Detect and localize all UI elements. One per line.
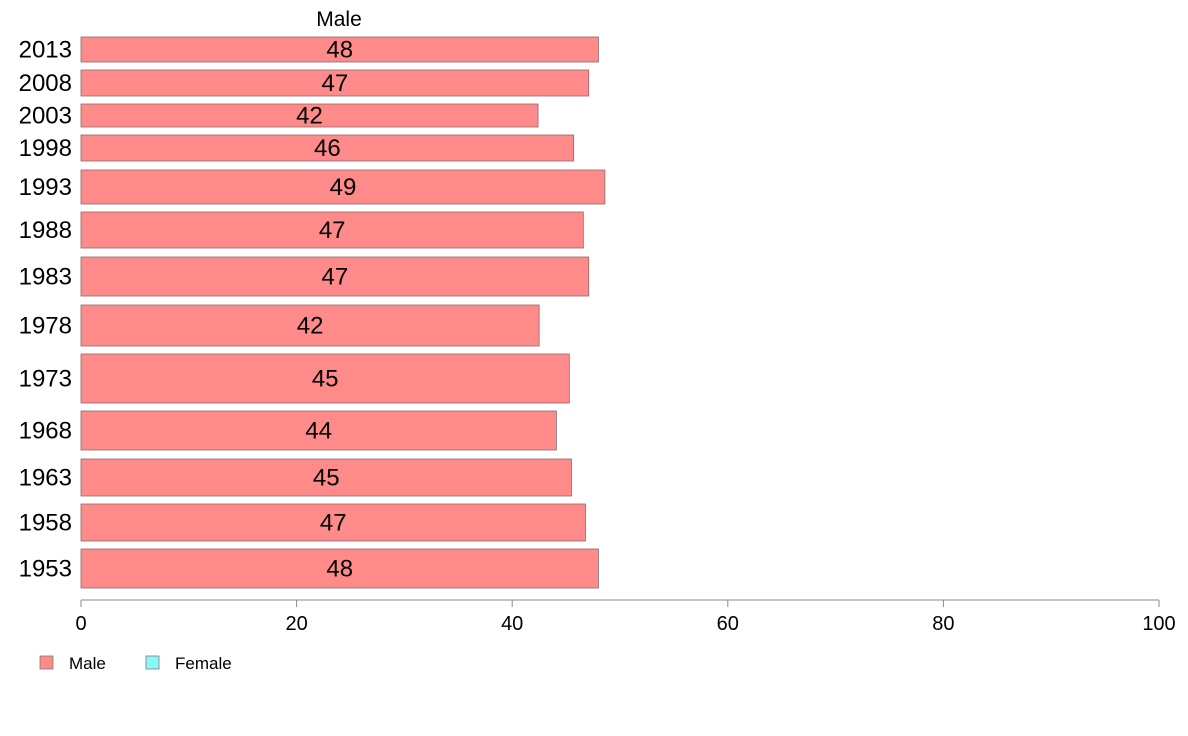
bar-1978 [80, 304, 540, 347]
x-tick-label-100: 100 [1142, 613, 1175, 635]
category-label-1968: 1968 [19, 418, 72, 445]
value-labels: 48 47 42 46 49 47 47 42 45 44 45 47 48 [296, 37, 356, 583]
series-title: Male [316, 8, 362, 31]
category-label-1993: 1993 [19, 174, 72, 201]
category-label-1958: 1958 [19, 510, 72, 537]
value-label-2013: 48 [326, 37, 353, 64]
category-label-1978: 1978 [19, 313, 72, 340]
category-label-2003: 2003 [19, 103, 72, 130]
category-label-1988: 1988 [19, 217, 72, 244]
category-label-1998: 1998 [19, 135, 72, 162]
bar-1958 [80, 503, 586, 542]
value-label-2008: 47 [322, 70, 349, 97]
legend-swatch-female [145, 655, 160, 670]
category-label-1963: 1963 [19, 465, 72, 492]
x-tick-label-80: 80 [932, 613, 954, 635]
bar-1988 [80, 211, 584, 249]
x-tick-label-20: 20 [285, 613, 307, 635]
value-label-1953: 48 [326, 556, 353, 583]
legend-label-female: Female [175, 654, 232, 673]
legend-label-male: Male [69, 654, 106, 673]
category-label-2008: 2008 [19, 70, 72, 97]
bars [80, 36, 606, 589]
bar-2013 [80, 36, 599, 63]
x-tick-label-40: 40 [501, 613, 523, 635]
value-label-1998: 46 [314, 135, 341, 162]
legend-swatch-male [39, 655, 54, 670]
x-axis: 0 20 40 60 80 100 [75, 599, 1176, 635]
value-label-1988: 47 [319, 217, 346, 244]
category-label-1953: 1953 [19, 556, 72, 583]
x-tick-label-0: 0 [75, 613, 86, 635]
category-labels: 2013 2008 2003 1998 1993 1988 1983 1978 1973 1968… [19, 37, 72, 583]
value-label-1963: 45 [313, 465, 340, 492]
bar-1983 [80, 256, 590, 297]
bar-1993 [80, 169, 606, 205]
category-label-2013: 2013 [19, 37, 72, 64]
bar-1973 [80, 353, 570, 404]
bar-1998 [80, 134, 575, 162]
bar-1968 [80, 410, 557, 451]
bar-2003 [80, 103, 539, 128]
x-tick-label-60: 60 [717, 613, 739, 635]
value-label-1973: 45 [312, 366, 339, 393]
value-label-1958: 47 [320, 510, 347, 537]
value-label-1968: 44 [305, 418, 332, 445]
category-label-1973: 1973 [19, 366, 72, 393]
value-label-1993: 49 [330, 174, 357, 201]
bar-1963 [80, 458, 572, 497]
value-label-1978: 42 [297, 313, 324, 340]
category-label-1983: 1983 [19, 264, 72, 291]
bar-2008 [80, 69, 590, 97]
bar-1953 [80, 548, 599, 589]
legend: Male Female [39, 654, 232, 673]
value-label-2003: 42 [296, 103, 323, 130]
value-label-1983: 47 [322, 264, 349, 291]
